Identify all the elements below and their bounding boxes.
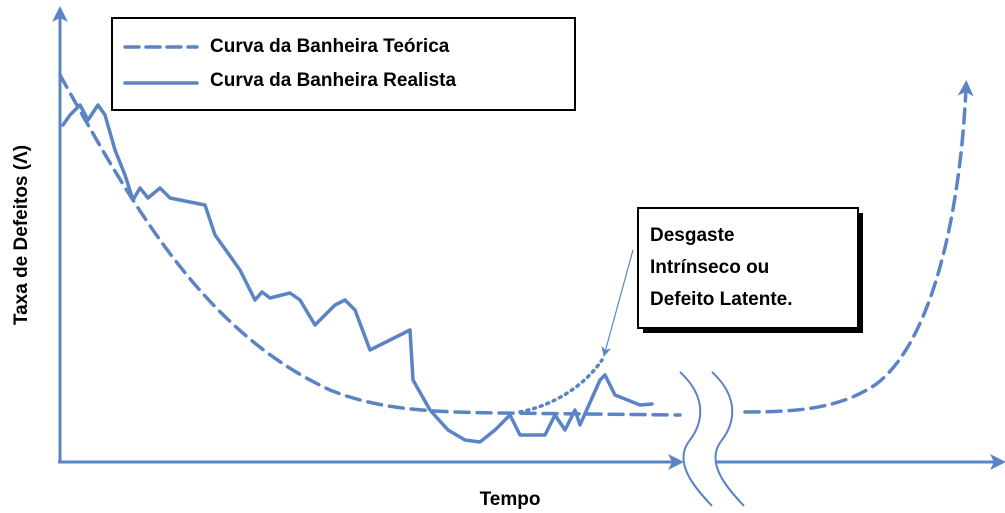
annotation-line: Defeito Latente. <box>650 289 793 310</box>
annotation-line: Desgaste <box>650 225 735 246</box>
annotation-line: Intrínseco ou <box>650 257 769 278</box>
x-axis-label: Tempo <box>480 489 541 510</box>
axis-break <box>679 371 713 507</box>
legend-label: Curva da Banheira Teórica <box>210 36 450 57</box>
theoretical-curve-wearout <box>743 80 974 414</box>
legend-box <box>111 17 576 111</box>
axis-break <box>711 371 745 507</box>
annotation-arrow <box>601 249 634 357</box>
annotation-box <box>637 207 859 329</box>
latent-defect-rise <box>518 358 604 414</box>
y-axis-label: Taxa de Defeitos (Λ) <box>11 145 32 325</box>
realistic-curve <box>61 103 654 444</box>
theoretical-curve <box>58 73 682 417</box>
legend-label: Curva da Banheira Realista <box>210 70 456 91</box>
